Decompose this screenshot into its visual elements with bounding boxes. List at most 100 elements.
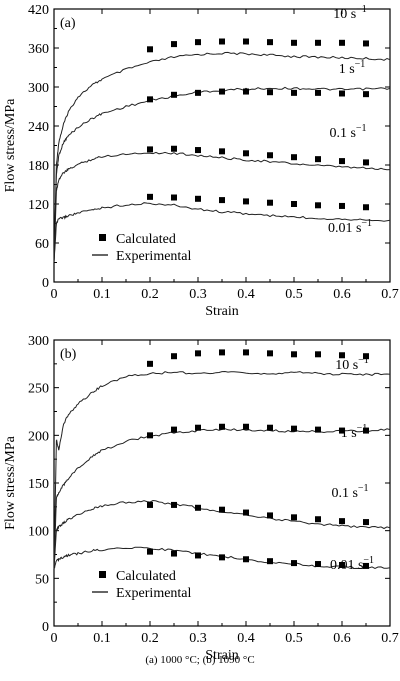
calculated-point — [291, 39, 297, 46]
calculated-point — [243, 88, 249, 95]
figure-caption: (a) 1000 °C; (b) 1090 °C — [145, 654, 255, 666]
x-tick-label: 0.5 — [285, 631, 303, 646]
calculated-point — [339, 202, 345, 209]
x-tick-label: 0.4 — [237, 631, 255, 646]
x-tick-label: 0 — [51, 287, 58, 302]
calculated-point — [267, 39, 273, 46]
experimental-line — [53, 51, 391, 263]
calculated-point — [267, 350, 273, 357]
calculated-point — [219, 423, 225, 430]
calculated-point — [291, 351, 297, 358]
x-tick-label: 0.7 — [381, 631, 399, 646]
x-tick-label: 0.2 — [141, 631, 159, 646]
y-tick-label: 250 — [28, 382, 49, 397]
chart-panel-b: 0 0.1 0.2 0.3 0.4 0.5 0.6 0.7 0 50 100 150 200 250 300… — [3, 334, 399, 663]
calculated-point — [363, 519, 369, 526]
calculated-point — [195, 424, 201, 431]
series-label: 0.01 s−1 — [330, 555, 374, 573]
calculated-point — [171, 145, 177, 152]
panel-label: (a) — [60, 16, 76, 31]
calculated-point — [147, 432, 153, 439]
calculated-point — [339, 352, 345, 359]
y-axis-label: Flow stress/MPa — [3, 435, 18, 530]
y-tick-label: 240 — [28, 120, 49, 135]
y-tick-label: 0 — [42, 276, 49, 291]
x-tick-label: 0.4 — [237, 287, 255, 302]
y-tick-label: 200 — [28, 429, 49, 444]
calculated-point — [219, 506, 225, 513]
calculated-point — [195, 89, 201, 96]
x-tick-label: 0.6 — [333, 287, 351, 302]
plot-frame — [53, 339, 391, 627]
experimental-line — [53, 499, 391, 569]
y-axis-label: Flow stress/MPa — [3, 98, 18, 193]
calculated-point — [267, 424, 273, 431]
calculated-point — [291, 560, 297, 567]
y-tick-label: 300 — [28, 81, 49, 96]
series-label: 1 s−1 — [339, 59, 366, 77]
series-label: 0.01 s−1 — [328, 218, 372, 236]
x-tick-label: 0.3 — [189, 631, 207, 646]
calculated-point — [219, 38, 225, 45]
legend-label-calculated: Calculated — [116, 232, 176, 247]
calculated-point — [315, 89, 321, 96]
series-label: 1 s−1 — [341, 423, 368, 441]
calculated-point — [363, 353, 369, 360]
legend-marker-calculated — [99, 571, 106, 578]
calculated-point — [147, 193, 153, 200]
calculated-point — [363, 427, 369, 434]
x-tick-label: 0.3 — [189, 287, 207, 302]
x-tick-label: 0.1 — [93, 631, 111, 646]
legend-label-experimental: Experimental — [116, 249, 192, 264]
calculated-point — [339, 427, 345, 434]
y-tick-label: 360 — [28, 42, 49, 57]
series-label: 10 s−1 — [333, 4, 367, 22]
plot-frame — [53, 8, 391, 283]
x-tick-label: 0.2 — [141, 287, 159, 302]
calculated-point — [267, 152, 273, 159]
x-tick-label: 0.7 — [381, 287, 399, 302]
y-tick-label: 300 — [28, 334, 49, 349]
calculated-point — [315, 516, 321, 523]
experimental-line — [53, 151, 391, 263]
y-tick-label: 0 — [42, 620, 49, 635]
calculated-point — [171, 41, 177, 48]
calculated-point — [171, 91, 177, 98]
y-tick-label: 60 — [35, 237, 49, 252]
calculated-point — [147, 548, 153, 555]
calculated-point — [267, 558, 273, 565]
calculated-point — [147, 360, 153, 367]
x-axis-label: Strain — [205, 304, 238, 319]
calculated-point — [195, 147, 201, 154]
calculated-point — [339, 90, 345, 97]
calculated-point — [315, 202, 321, 209]
x-tick-label: 0.1 — [93, 287, 111, 302]
calculated-point — [339, 561, 345, 568]
calculated-point — [339, 39, 345, 46]
series-label: 0.1 s−1 — [331, 483, 368, 501]
calculated-point — [291, 201, 297, 207]
y-tick-label: 120 — [28, 198, 49, 213]
calculated-point — [171, 426, 177, 433]
calculated-point — [195, 552, 201, 559]
panel-label: (b) — [60, 347, 77, 362]
calculated-point — [315, 156, 321, 163]
calculated-point — [363, 159, 369, 166]
calculated-point — [219, 197, 225, 204]
calculated-point — [219, 554, 225, 561]
legend-marker-calculated — [99, 234, 106, 241]
calculated-point — [291, 154, 297, 161]
calculated-point — [363, 91, 369, 98]
series-label: 10 s−1 — [335, 355, 369, 373]
experimental-line — [53, 428, 391, 569]
calculated-point — [363, 40, 369, 47]
calculated-point — [315, 39, 321, 46]
calculated-point — [243, 198, 249, 205]
y-tick-label: 420 — [28, 3, 49, 18]
calculated-point — [195, 504, 201, 511]
x-tick-label: 0.6 — [333, 631, 351, 646]
calculated-point — [267, 199, 273, 206]
y-tick-label: 100 — [28, 525, 49, 540]
calculated-point — [363, 562, 369, 569]
